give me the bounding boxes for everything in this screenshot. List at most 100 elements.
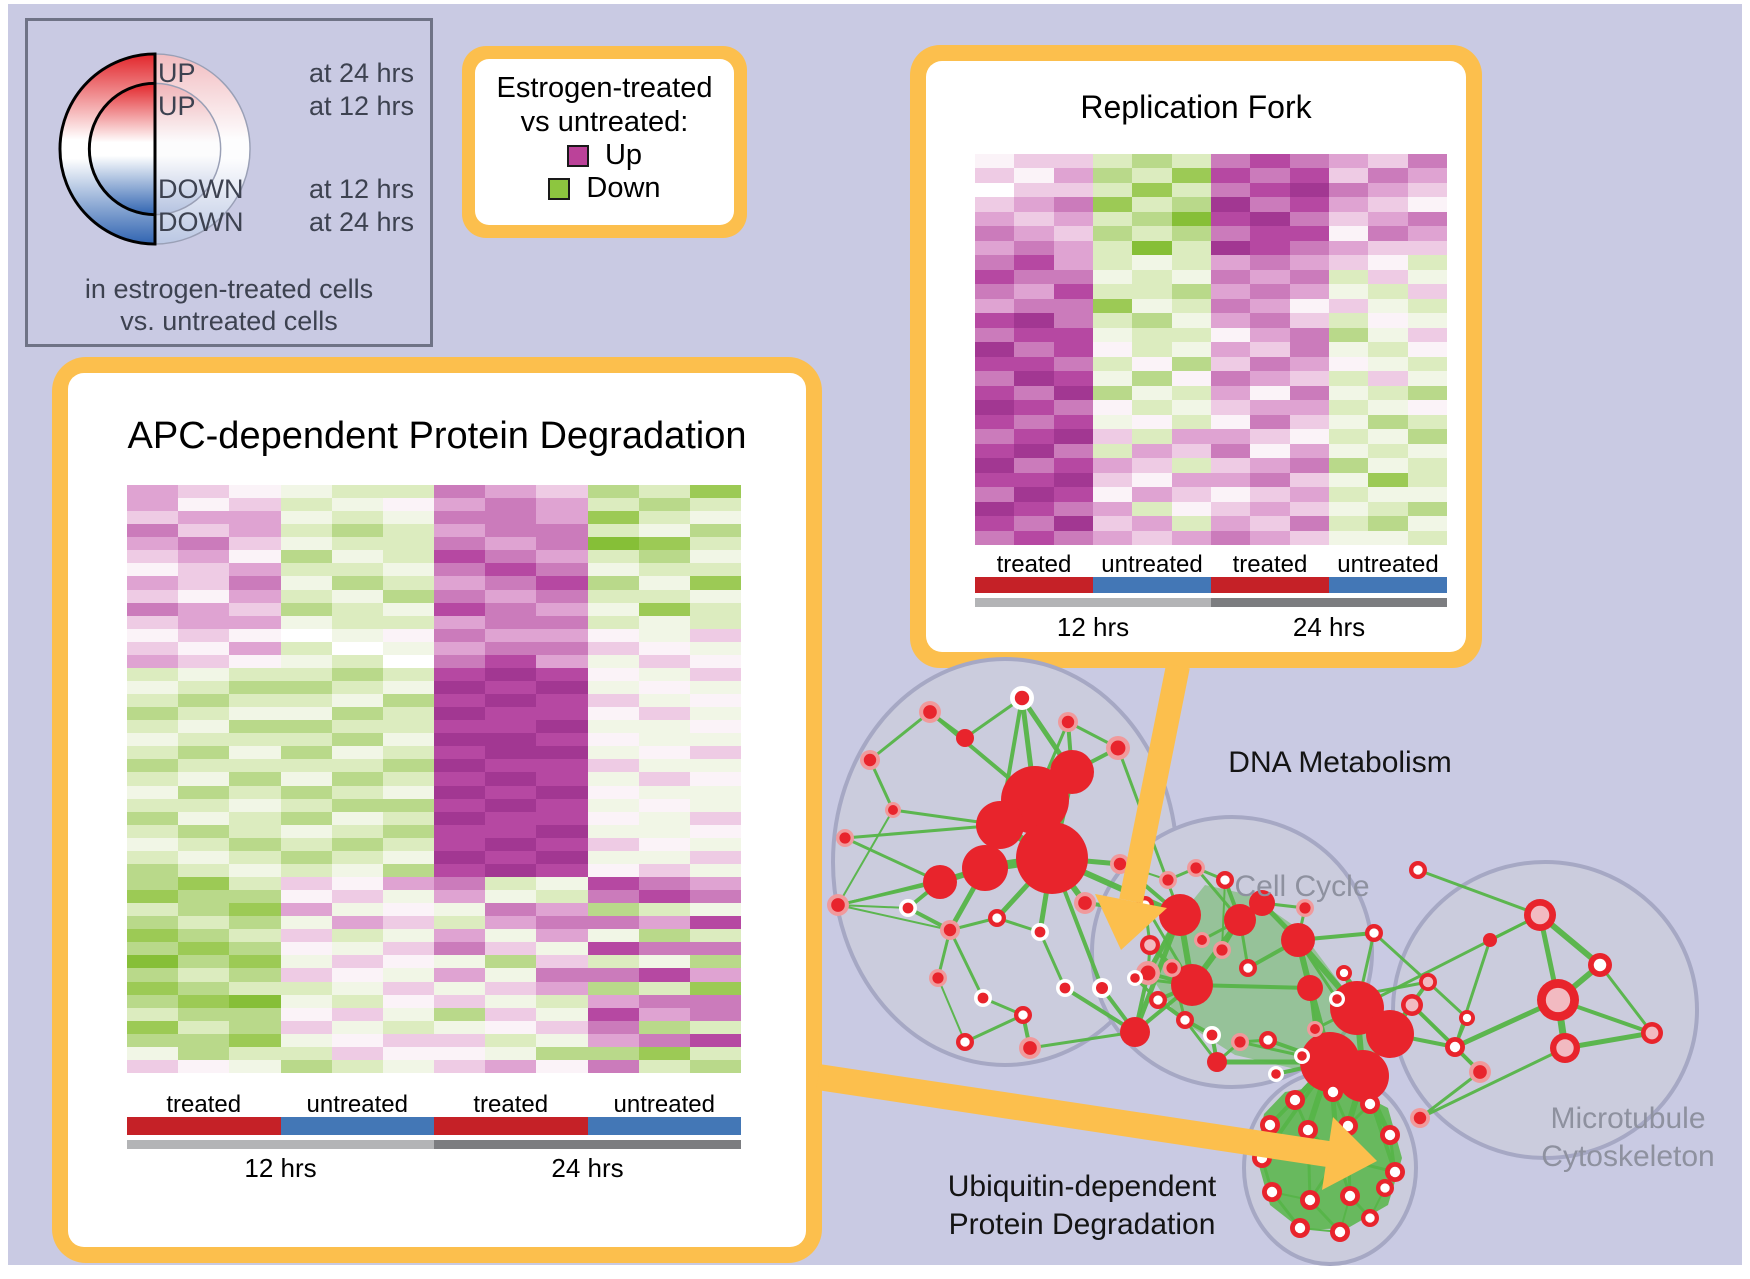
heatmap-cell bbox=[975, 240, 1015, 256]
heatmap-cell bbox=[1132, 211, 1172, 227]
estrogen-legend-title-line1: Estrogen-treated bbox=[496, 72, 713, 104]
heatmap-cell bbox=[587, 654, 639, 668]
heatmap-cell bbox=[1368, 443, 1408, 459]
heatmap-cell bbox=[536, 720, 588, 734]
heatmap-cell bbox=[331, 981, 383, 995]
heatmap-cell bbox=[1171, 530, 1211, 545]
heatmap-cell bbox=[536, 798, 588, 812]
heatmap-cell bbox=[331, 1020, 383, 1034]
heatmap-cell bbox=[638, 1033, 690, 1047]
heatmap-cell bbox=[1407, 516, 1447, 531]
heatmap-cell bbox=[1407, 356, 1447, 372]
heatmap-cell bbox=[127, 654, 179, 668]
heatmap-cell bbox=[434, 863, 486, 877]
heatmap-cell bbox=[229, 680, 281, 695]
heatmap-cell bbox=[229, 589, 281, 603]
heatmap-cell bbox=[975, 154, 1015, 169]
heatmap-cell bbox=[975, 226, 1015, 241]
heatmap-cell bbox=[1407, 298, 1447, 314]
heatmap-cell bbox=[1250, 154, 1290, 169]
heatmap-cell bbox=[1289, 458, 1329, 473]
up-label: Up bbox=[604, 139, 643, 171]
heatmap-cell bbox=[689, 798, 741, 812]
legend-row-up-24: UP at 24 hrs bbox=[158, 58, 414, 88]
heatmap-cell bbox=[1289, 487, 1329, 502]
heatmap-cell bbox=[638, 824, 690, 838]
heatmap-cell bbox=[1407, 487, 1447, 502]
heatmap-cell bbox=[638, 563, 690, 577]
heatmap-cell bbox=[331, 759, 383, 773]
heatmap-cell bbox=[485, 1033, 537, 1047]
heatmap-cell bbox=[1289, 154, 1329, 169]
rf-condition-bar bbox=[975, 577, 1447, 593]
heatmap-cell bbox=[434, 955, 486, 969]
heatmap-cell bbox=[536, 968, 588, 982]
heatmap-cell bbox=[689, 837, 741, 851]
heatmap-cell bbox=[331, 641, 383, 655]
heatmap-cell bbox=[178, 942, 230, 956]
heatmap-cell bbox=[485, 890, 537, 904]
heatmap-cell bbox=[434, 720, 486, 734]
heatmap-cell bbox=[1132, 458, 1172, 473]
heatmap-cell bbox=[638, 694, 690, 708]
heatmap-cell bbox=[382, 863, 434, 877]
heatmap-cell bbox=[587, 772, 639, 786]
heatmap-cell bbox=[1053, 385, 1093, 401]
heatmap-cell bbox=[485, 602, 537, 616]
heatmap-cell bbox=[689, 955, 741, 969]
heatmap-cell bbox=[485, 680, 537, 695]
heatmap-cell bbox=[178, 589, 230, 603]
heatmap-cell bbox=[536, 1059, 588, 1073]
heatmap-cell bbox=[1210, 385, 1251, 401]
heatmap-cell bbox=[587, 929, 639, 943]
heatmap-cell bbox=[178, 824, 230, 838]
heatmap-cell bbox=[1210, 269, 1251, 285]
heatmap-cell bbox=[1250, 255, 1290, 270]
heatmap-cell bbox=[127, 707, 179, 721]
heatmap-cell bbox=[485, 628, 537, 642]
heatmap-cell bbox=[536, 903, 588, 917]
heatmap-cell bbox=[1368, 197, 1408, 212]
heatmap-cell bbox=[1210, 458, 1251, 473]
heatmap-cell bbox=[1368, 154, 1408, 169]
heatmap-cell bbox=[1092, 197, 1133, 212]
heatmap-cell bbox=[178, 1046, 230, 1060]
heatmap-cell bbox=[1328, 240, 1369, 256]
heatmap-cell bbox=[178, 550, 230, 564]
heatmap-cell bbox=[975, 530, 1015, 545]
heatmap-cell bbox=[331, 1007, 383, 1021]
heatmap-cell bbox=[587, 694, 639, 708]
heatmap-cell bbox=[331, 707, 383, 721]
heatmap-cell bbox=[1053, 400, 1093, 415]
heatmap-cell bbox=[1132, 197, 1172, 212]
legend-caption-line2: vs. untreated cells bbox=[120, 306, 338, 336]
heatmap-cell bbox=[178, 746, 230, 760]
heatmap-cell bbox=[280, 498, 332, 512]
heatmap-cell bbox=[638, 733, 690, 747]
heatmap-cell bbox=[1368, 240, 1408, 256]
apc-time-labels: 12 hrs 24 hrs bbox=[127, 1153, 741, 1184]
heatmap-cell bbox=[1132, 530, 1172, 545]
heatmap-cell bbox=[1289, 400, 1329, 415]
heatmap-cell bbox=[536, 1033, 588, 1047]
heatmap-cell bbox=[434, 498, 486, 512]
heatmap-cell bbox=[127, 602, 179, 616]
heatmap-cell bbox=[127, 837, 179, 851]
heatmap-cell bbox=[280, 694, 332, 708]
inner-circle-vivid-half bbox=[87, 81, 157, 217]
heatmap-cell bbox=[1014, 501, 1054, 517]
heatmap-cell bbox=[434, 550, 486, 564]
heatmap-cell bbox=[1328, 269, 1369, 285]
heatmap-cell bbox=[229, 863, 281, 877]
heatmap-cell bbox=[178, 733, 230, 747]
heatmap-cell bbox=[975, 182, 1015, 198]
heatmap-cell bbox=[1014, 487, 1054, 502]
heatmap-cell bbox=[1053, 501, 1093, 517]
heatmap-cell bbox=[382, 628, 434, 642]
heatmap-cell bbox=[485, 563, 537, 577]
heatmap-cell bbox=[587, 589, 639, 603]
heatmap-cell bbox=[1171, 501, 1211, 517]
heatmap-cell bbox=[1171, 472, 1211, 488]
heatmap-cell bbox=[1368, 501, 1408, 517]
heatmap-cell bbox=[1250, 501, 1290, 517]
